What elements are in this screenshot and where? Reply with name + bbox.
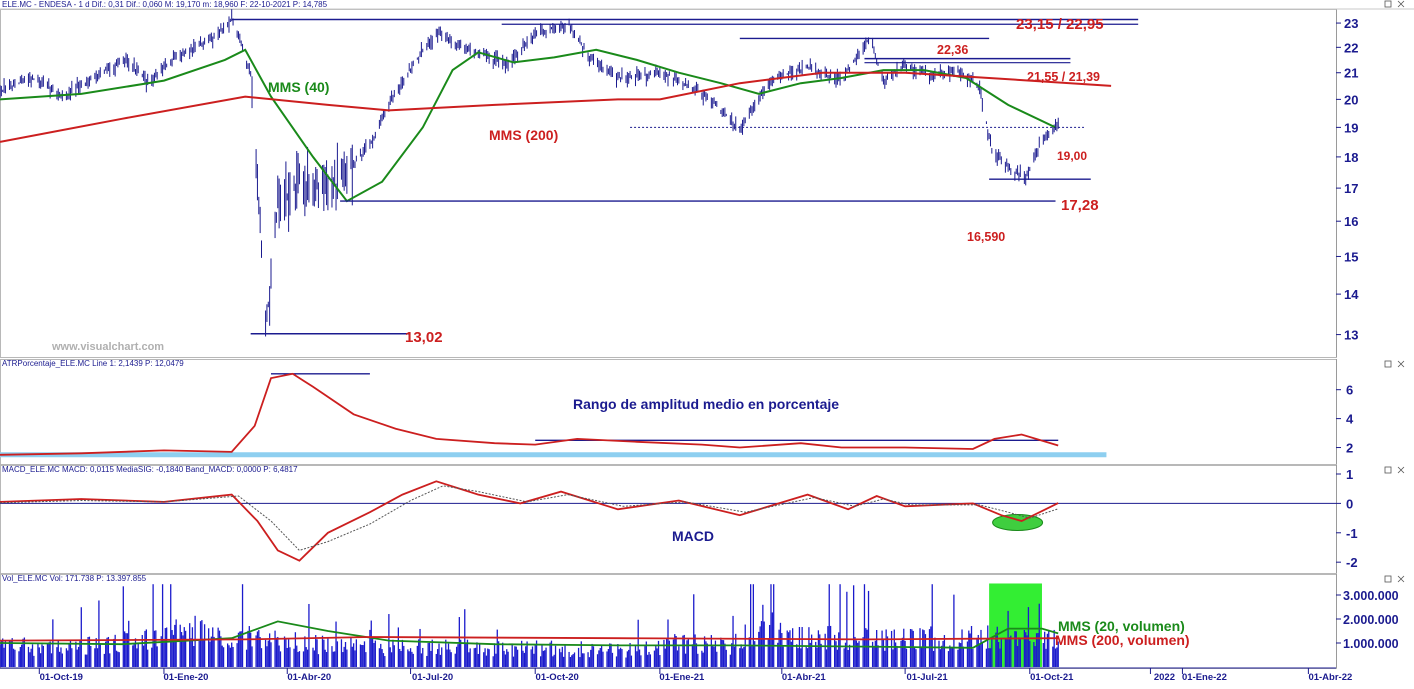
x-tick-label: 01-Jul-21 (907, 672, 949, 683)
price-level-label: 21,55 / 21,39 (1027, 70, 1100, 84)
atr-pane-header: ATRPorcentaje_ELE.MC Line 1: 2,1439 P: 1… (2, 359, 184, 368)
x-tick-label: 01-Abr-21 (782, 672, 827, 683)
macd-y-tick-label: 0 (1346, 496, 1353, 511)
pane-close-icon-0 (1397, 0, 1405, 8)
macd-y-tick-label: -1 (1346, 526, 1358, 541)
price-level-label: 22,36 (937, 43, 968, 57)
x-tick-label: 01-Oct-19 (40, 672, 83, 683)
pane-maximize-icon-0 (1384, 0, 1392, 8)
price-y-tick-label: 16 (1344, 214, 1358, 229)
mms200-annotation: MMS (200) (489, 127, 558, 143)
price-y-tick-label: 22 (1344, 40, 1358, 55)
price-y-tick-label: 18 (1344, 150, 1358, 165)
price-y-tick-label: 21 (1344, 66, 1358, 81)
volume-y-tick-label: 1.000.000 (1343, 637, 1399, 651)
x-tick-label: 2022 (1154, 672, 1175, 683)
price-series-line-mms200 (0, 71, 1112, 143)
x-tick-label: 01-Ene-22 (1182, 672, 1227, 683)
pane-maximize-icon-1 (1384, 360, 1392, 368)
volume-legend-mms20: MMS (20, volumen) (1058, 618, 1185, 634)
price-level-label: 23,15 / 22,95 (1016, 16, 1104, 33)
atr-y-tick-label: 4 (1346, 412, 1354, 427)
header-strip (0, 0, 1414, 9)
watermark: www.visualchart.com (51, 341, 164, 353)
macd-y-tick-label: -2 (1346, 555, 1358, 570)
macd-highlight-ellipse (992, 514, 1044, 531)
price-level-label: 17,28 (1061, 197, 1099, 214)
x-tick-label: 01-Oct-21 (1030, 672, 1074, 683)
price-bars (0, 9, 1059, 337)
volume-highlight-box (989, 583, 1042, 667)
volume-legend-mms200: MMS (200, volumen) (1055, 632, 1190, 648)
pane-close-icon-3 (1397, 575, 1405, 583)
x-tick-label: 01-Ene-20 (164, 672, 209, 683)
x-tick-label: 01-Ene-21 (659, 672, 705, 683)
price-level-label: 19,00 (1057, 149, 1087, 163)
pane-maximize-icon-3 (1384, 575, 1392, 583)
price-y-tick-label: 19 (1344, 120, 1358, 135)
mms40-annotation: MMS (40) (268, 79, 329, 95)
x-tick-label: 01-Jul-20 (412, 672, 453, 683)
macd-series-line (0, 480, 1059, 562)
volume-bars (0, 584, 1059, 667)
price-y-tick-label: 13 (1344, 328, 1358, 343)
volume-y-tick-label: 2.000.000 (1343, 613, 1399, 627)
price-y-tick-label: 17 (1344, 181, 1358, 196)
x-tick-label: 01-Abr-20 (287, 672, 331, 683)
x-tick-label: 01-Abr-22 (1308, 672, 1352, 683)
pane-close-icon-1 (1397, 360, 1405, 368)
price-pane-header: ELE.MC - ENDESA - 1 d Dif.: 0,31 Dif.: 0… (2, 0, 328, 9)
atr-panel-title: Rango de amplitud medio en porcentaje (573, 396, 839, 412)
price-y-tick-label: 14 (1344, 287, 1359, 302)
x-tick-label: 01-Oct-20 (536, 672, 579, 683)
atr-y-tick-label: 2 (1346, 441, 1353, 456)
pane-maximize-icon-2 (1384, 466, 1392, 474)
pane-close-icon-2 (1397, 466, 1405, 474)
macd-signal-line (0, 485, 1059, 551)
price-y-tick-label: 15 (1344, 249, 1358, 264)
price-level-label: 16,590 (967, 230, 1005, 244)
volume-pane-header: Vol_ELE.MC Vol: 171.738 P: 13.397.855 (2, 574, 147, 583)
atr-series-line (0, 372, 1059, 456)
volume-y-tick-label: 3.000.000 (1343, 589, 1399, 603)
macd-panel-title: MACD (672, 528, 714, 544)
price-y-tick-label: 23 (1344, 16, 1358, 31)
volume-mms200-line (0, 636, 1059, 642)
price-level-label: 13,02 (405, 329, 443, 346)
macd-y-tick-label: 1 (1346, 467, 1353, 482)
price-series-line-mms40 (0, 48, 1056, 203)
price-y-tick-label: 20 (1344, 92, 1358, 107)
volume-mms20-line (0, 620, 1059, 649)
atr-y-tick-label: 6 (1346, 383, 1353, 398)
macd-pane-header: MACD_ELE.MC MACD: 0,0115 MediaSIG: -0,18… (2, 465, 298, 474)
